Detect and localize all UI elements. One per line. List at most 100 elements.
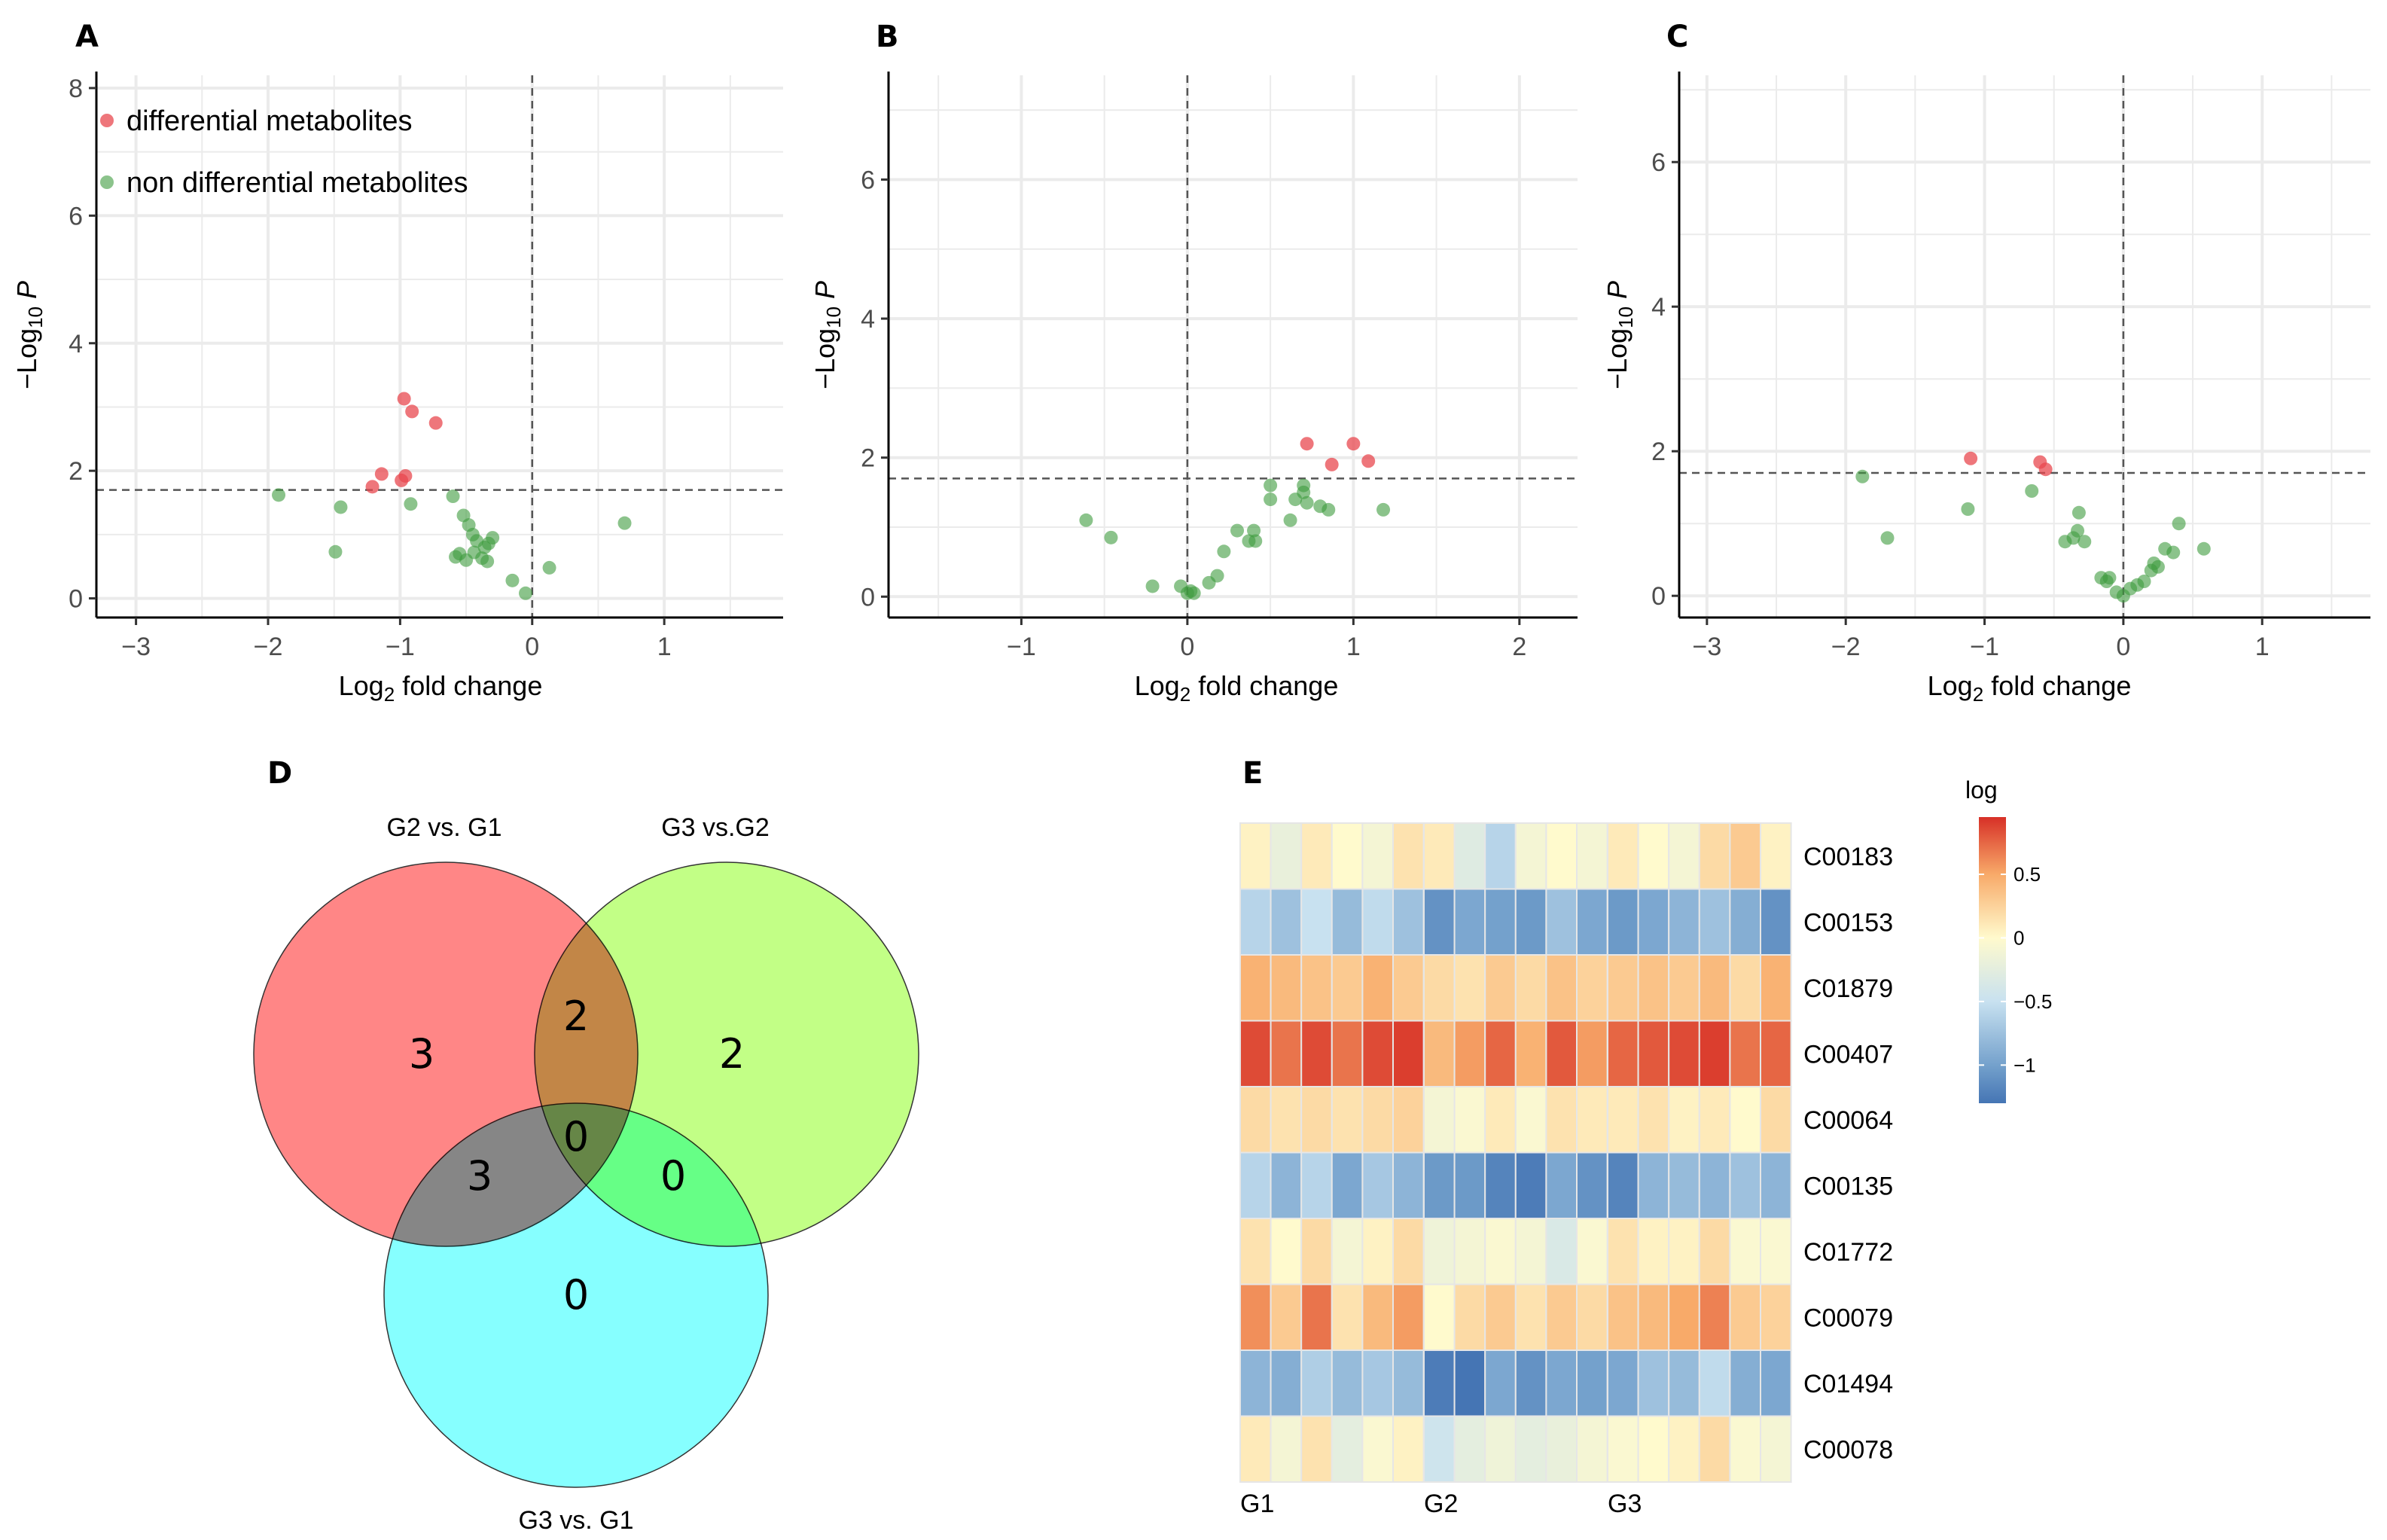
heatmap-cell (1607, 954, 1639, 1022)
heatmap-cell (1607, 1218, 1639, 1285)
heatmap-cell (1607, 1283, 1639, 1351)
heatmap-group-label: G2 (1424, 1490, 1458, 1518)
heatmap-cell (1729, 1151, 1761, 1219)
heatmap-group-labels: G1 G2 G3 (1240, 1490, 1642, 1518)
nonsig-point (1210, 569, 1224, 583)
nonsig-point (1104, 530, 1118, 544)
nonsig-point (1297, 478, 1311, 492)
heatmap-cell (1760, 1218, 1792, 1285)
heatmap-cell (1453, 1415, 1486, 1483)
nonsig-point (1145, 579, 1160, 593)
heatmap-cell (1300, 1020, 1333, 1087)
axes-a: −3 −2 −1 0 1 0 2 4 6 8 (69, 72, 783, 661)
heatmap-cell (1514, 954, 1547, 1022)
heatmap-cell (1607, 1415, 1639, 1483)
nonsig-point (272, 488, 286, 502)
x-axis-label-b: Log2 fold change (1135, 670, 1339, 706)
volcano-plot-a: A −3 −2 −1 0 1 0 2 4 6 8 Log2 fold change −Log10 … (11, 20, 783, 706)
points-a (272, 392, 632, 600)
heatmap-cell (1545, 1020, 1578, 1087)
heatmap-cell (1423, 1283, 1456, 1351)
heatmap-row-label: C00135 (1803, 1172, 1893, 1200)
x-tick-label: −3 (121, 633, 151, 661)
panel-label-e: E (1242, 756, 1263, 791)
points-b (1079, 437, 1391, 600)
heatmap-cell (1637, 888, 1670, 956)
heatmap-cell (1729, 1020, 1761, 1087)
heatmap-cell (1698, 888, 1731, 956)
heatmap-cell (1331, 1218, 1364, 1285)
x-axis-label-c: Log2 fold change (1928, 670, 2132, 706)
heatmap-cell (1576, 1349, 1608, 1417)
nonsig-point (2078, 535, 2092, 549)
heatmap-cell (1545, 1151, 1578, 1219)
heatmap-cell (1270, 822, 1303, 890)
heatmap-cell (1576, 888, 1608, 956)
heatmap-cells (1239, 822, 1792, 1483)
nonsig-point (2196, 541, 2211, 556)
heatmap-cell (1545, 1415, 1578, 1483)
venn-count-2-and-3: 0 (660, 1152, 686, 1200)
heatmap-cell (1361, 1415, 1395, 1483)
reference-lines-c (1679, 75, 2370, 618)
heatmap-cell (1637, 1415, 1670, 1483)
heatmap-cell (1453, 1283, 1486, 1351)
heatmap-cell (1361, 954, 1395, 1022)
heatmap-cell (1239, 888, 1272, 956)
heatmap-cell (1484, 822, 1517, 890)
heatmap-cell (1698, 1283, 1731, 1351)
colorbar-gradient (1979, 817, 2006, 1103)
venn-set-label-2: G3 vs.G2 (661, 813, 770, 842)
heatmap: E C00183C00153C01879C00407C00064C00135C0… (1239, 756, 2052, 1518)
heatmap-cell (1545, 822, 1578, 890)
y-tick-label: 4 (69, 330, 83, 358)
sig-point (2038, 462, 2053, 477)
heatmap-cell (1270, 1283, 1303, 1351)
heatmap-cell (1729, 888, 1761, 956)
colorbar-tick-label: −0.5 (2014, 990, 2052, 1013)
heatmap-cell (1607, 888, 1639, 956)
heatmap-cell (1545, 1218, 1578, 1285)
x-tick-label: −2 (254, 633, 283, 661)
heatmap-cell (1576, 1218, 1608, 1285)
heatmap-cell (1361, 1349, 1395, 1417)
heatmap-cell (1331, 1151, 1364, 1219)
heatmap-cell (1423, 1020, 1456, 1087)
heatmap-cell (1300, 1349, 1333, 1417)
y-tick-label: 4 (1651, 293, 1666, 322)
heatmap-cell (1453, 1020, 1486, 1087)
x-tick-label: −1 (1007, 633, 1036, 661)
heatmap-cell (1760, 954, 1792, 1022)
heatmap-cell (1760, 888, 1792, 956)
heatmap-cell (1514, 1218, 1547, 1285)
heatmap-cell (1270, 954, 1303, 1022)
y-axis-label-a: −Log10 P (11, 281, 47, 389)
heatmap-cell (1637, 1349, 1670, 1417)
heatmap-cell (1453, 1349, 1486, 1417)
heatmap-cell (1668, 1415, 1700, 1483)
heatmap-group-label: G1 (1240, 1490, 1274, 1518)
heatmap-cell (1668, 1283, 1700, 1351)
heatmap-cell (1331, 1415, 1364, 1483)
heatmap-cell (1423, 822, 1456, 890)
x-tick-label: 1 (2255, 633, 2270, 661)
heatmap-cell (1637, 1283, 1670, 1351)
sig-point (405, 404, 419, 419)
heatmap-cell (1423, 1349, 1456, 1417)
grid-b (889, 75, 1578, 618)
heatmap-cell (1668, 1020, 1700, 1087)
heatmap-cell (1698, 1349, 1731, 1417)
nonsig-point (1855, 469, 1870, 483)
sig-point (398, 468, 413, 483)
heatmap-cell (1239, 1349, 1272, 1417)
heatmap-cell (1760, 1349, 1792, 1417)
nonsig-point (480, 554, 495, 569)
nonsig-point (449, 550, 463, 564)
heatmap-cell (1331, 888, 1364, 956)
heatmap-cell (1484, 1415, 1517, 1483)
y-tick-label: 0 (1651, 582, 1666, 611)
heatmap-cell (1545, 1349, 1578, 1417)
heatmap-cell (1514, 1020, 1547, 1087)
nonsig-point (617, 516, 632, 530)
